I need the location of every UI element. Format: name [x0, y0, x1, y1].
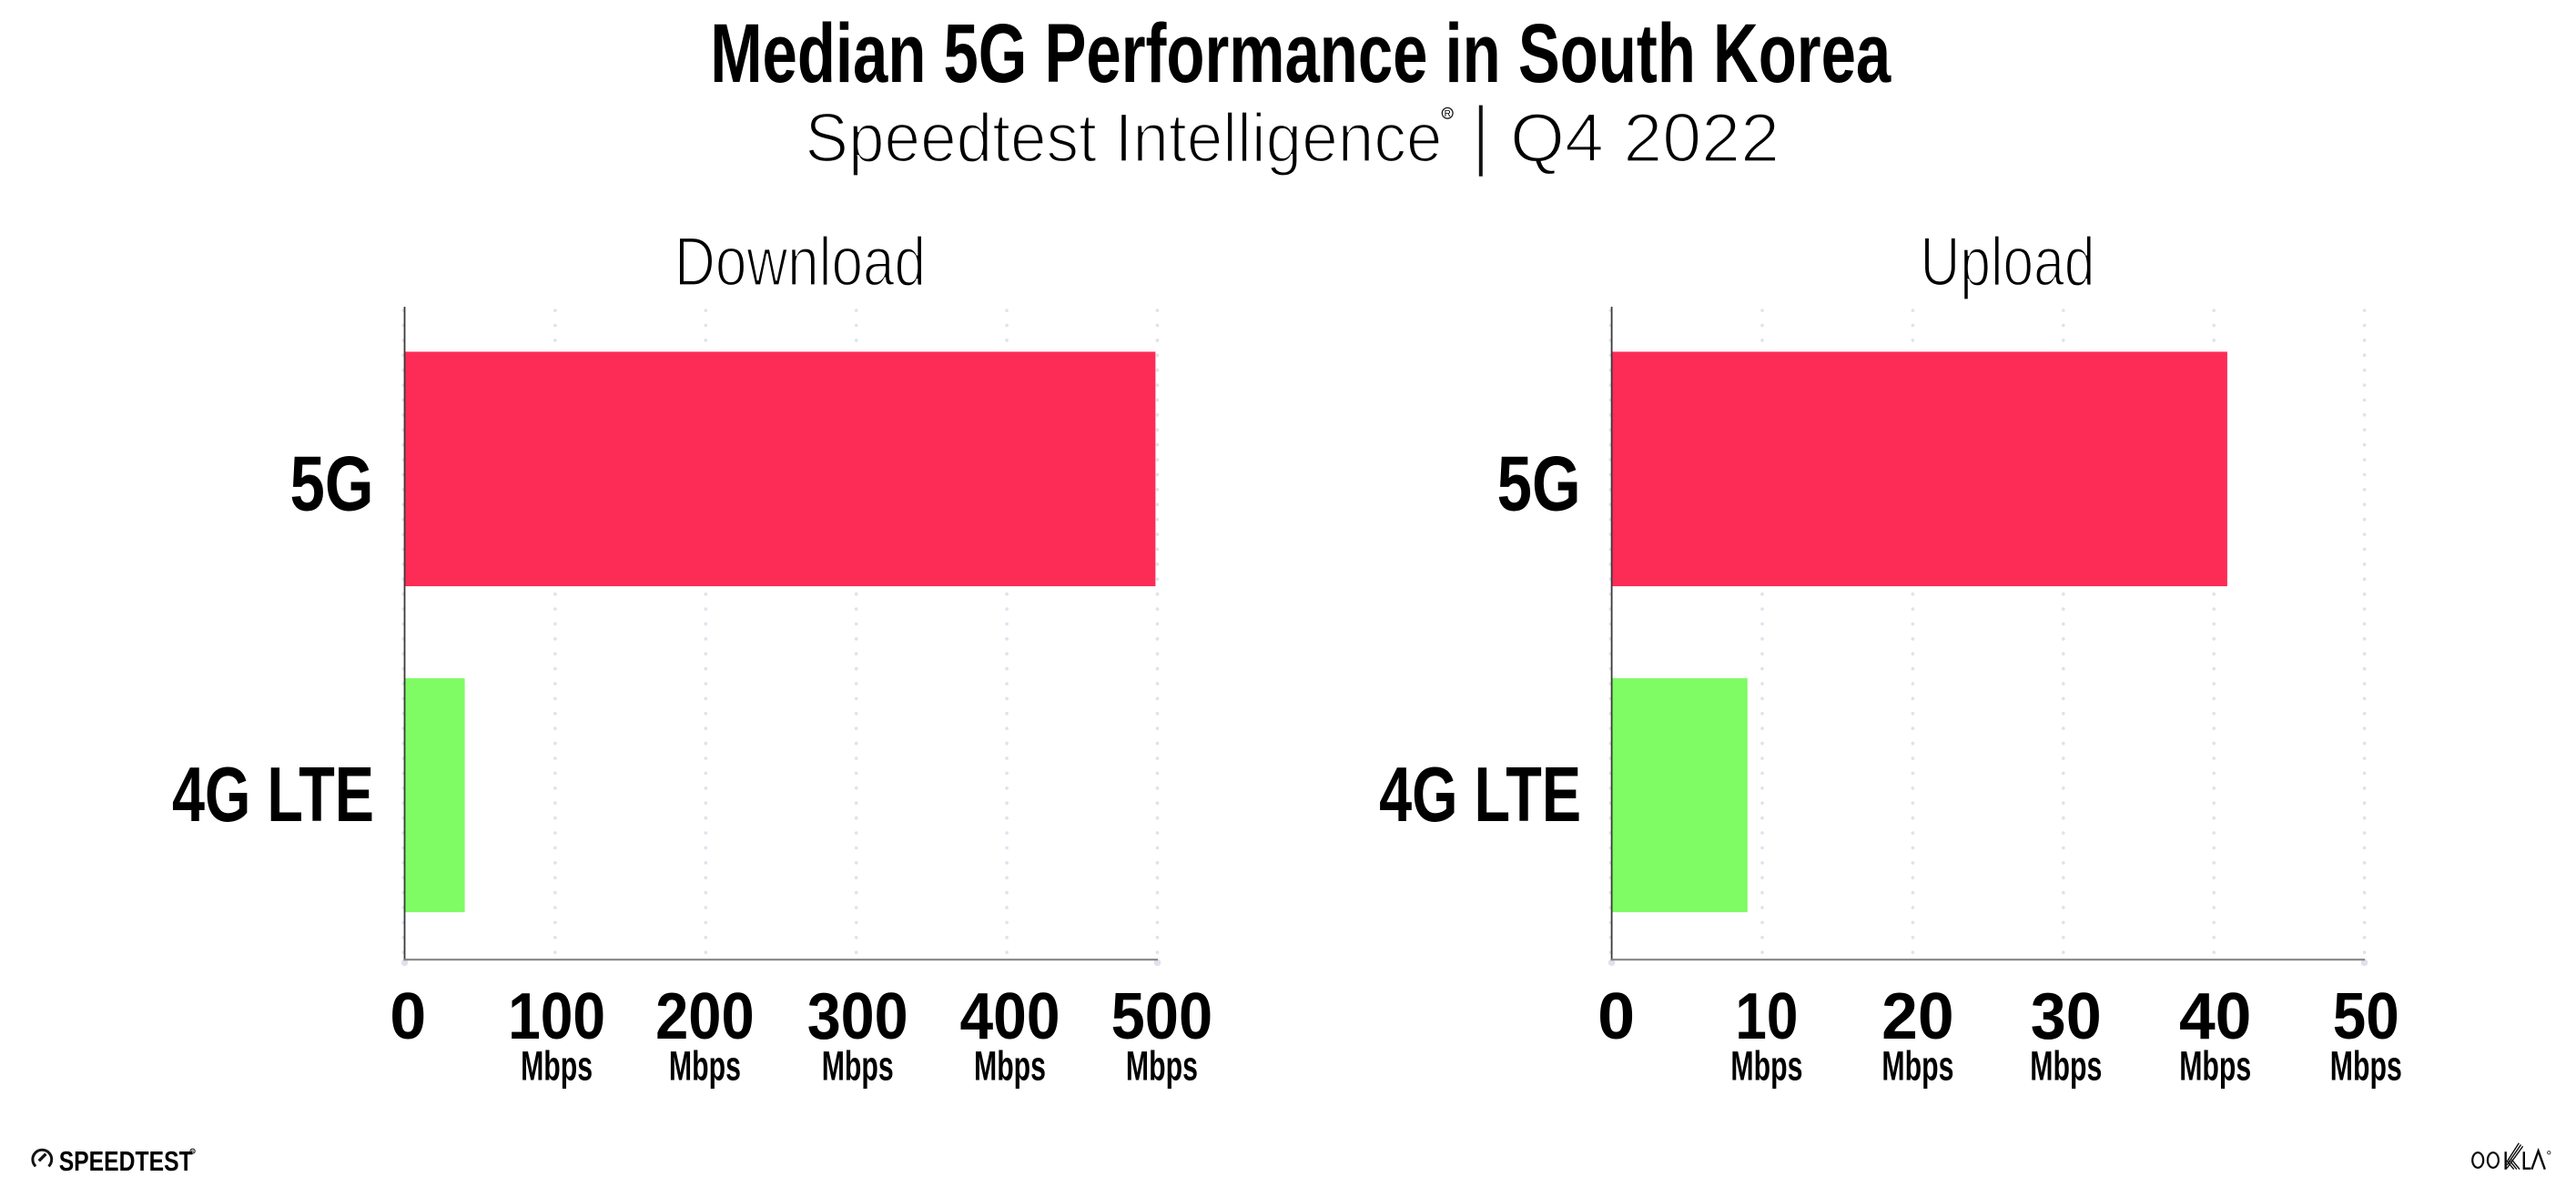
- svg-text:Mbps: Mbps: [1730, 1043, 1802, 1090]
- svg-text:R: R: [191, 1149, 195, 1154]
- svg-text:Mbps: Mbps: [1881, 1043, 1953, 1090]
- svg-text:5G: 5G: [290, 441, 374, 528]
- svg-text:4G LTE: 4G LTE: [1379, 752, 1581, 838]
- svg-text:Mbps: Mbps: [1126, 1043, 1198, 1090]
- svg-text:0: 0: [390, 979, 426, 1053]
- svg-text:SPEEDTEST: SPEEDTEST: [59, 1145, 193, 1177]
- svg-text:Mbps: Mbps: [2330, 1043, 2402, 1090]
- svg-text:4G LTE: 4G LTE: [172, 752, 374, 838]
- svg-text:Mbps: Mbps: [521, 1043, 593, 1090]
- svg-text:Speedtest Intelligence: Speedtest Intelligence: [806, 100, 1443, 178]
- svg-text:Upload: Upload: [1921, 223, 2095, 300]
- svg-text:0: 0: [1597, 979, 1635, 1053]
- svg-text:200: 200: [655, 979, 755, 1053]
- svg-text:40: 40: [2179, 979, 2252, 1053]
- svg-text:300: 300: [807, 979, 908, 1053]
- svg-text:Mbps: Mbps: [2179, 1043, 2251, 1090]
- svg-text:Q4 2022: Q4 2022: [1510, 100, 1780, 178]
- svg-text:5G: 5G: [1497, 441, 1581, 528]
- svg-text:Mbps: Mbps: [974, 1043, 1046, 1090]
- svg-text:50: 50: [2333, 979, 2399, 1053]
- svg-text:Median 5G Performance in South: Median 5G Performance in South Korea: [710, 7, 1891, 100]
- svg-text:R: R: [1445, 109, 1451, 119]
- svg-text:10: 10: [1735, 979, 1798, 1053]
- svg-text:500: 500: [1111, 979, 1213, 1053]
- svg-text:Download: Download: [674, 223, 926, 300]
- svg-text:20: 20: [1881, 979, 1954, 1053]
- svg-text:400: 400: [960, 979, 1060, 1053]
- svg-text:Mbps: Mbps: [2030, 1043, 2102, 1090]
- svg-text:Mbps: Mbps: [822, 1043, 894, 1090]
- svg-text:Mbps: Mbps: [669, 1043, 741, 1090]
- svg-text:100: 100: [508, 979, 605, 1053]
- svg-text:30: 30: [2031, 979, 2102, 1053]
